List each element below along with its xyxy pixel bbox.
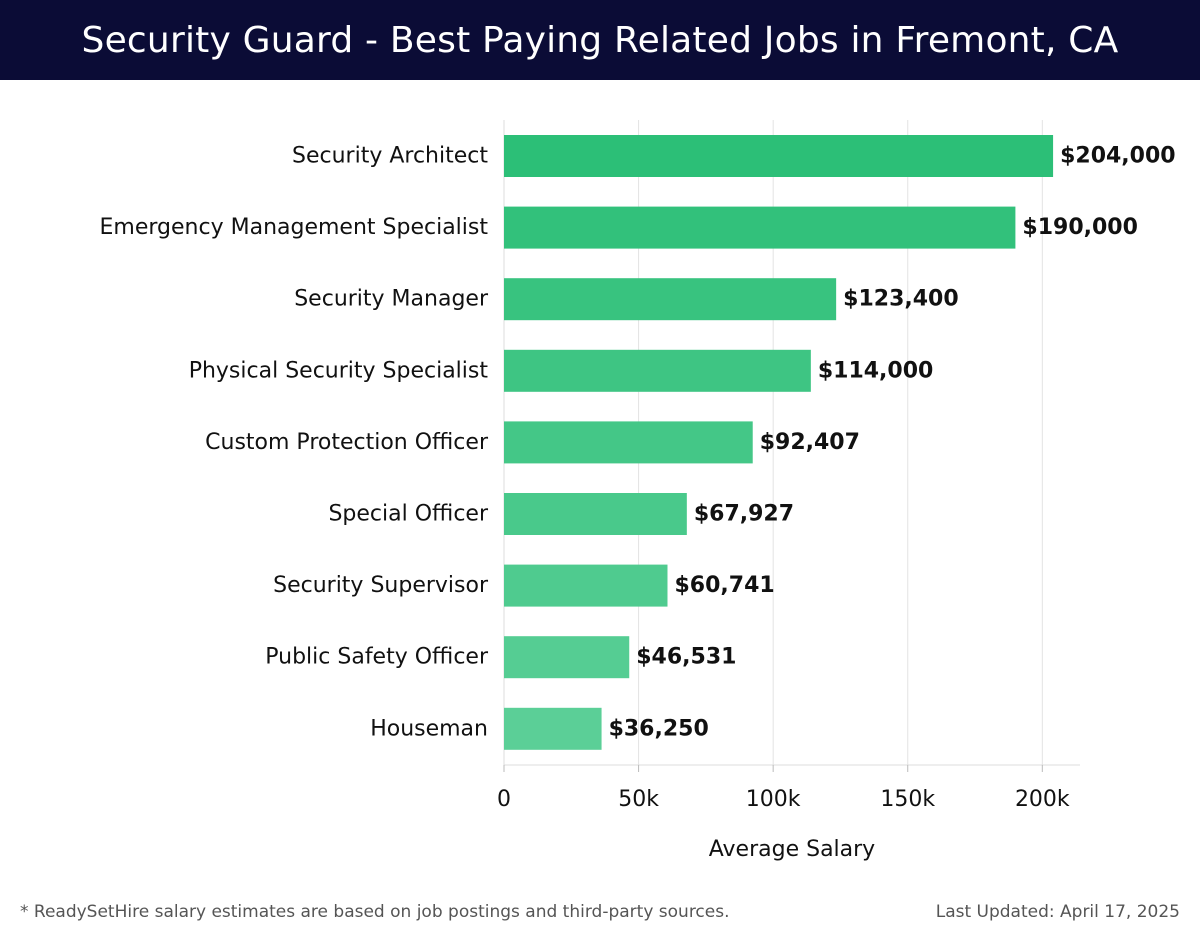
category-label: Custom Protection Officer bbox=[205, 430, 489, 455]
value-label: $92,407 bbox=[760, 430, 860, 455]
footer-note: * ReadySetHire salary estimates are base… bbox=[20, 902, 730, 922]
bar bbox=[504, 636, 630, 679]
category-label: Special Officer bbox=[328, 502, 488, 527]
value-label: $114,000 bbox=[818, 358, 934, 383]
category-label: Physical Security Specialist bbox=[189, 358, 489, 383]
x-axis-title: Average Salary bbox=[709, 837, 875, 862]
x-tick-label: 0 bbox=[497, 787, 511, 812]
chart-header: Security Guard - Best Paying Related Job… bbox=[0, 0, 1200, 80]
bar bbox=[504, 206, 1016, 249]
category-label: Security Manager bbox=[294, 287, 489, 312]
value-label: $36,250 bbox=[609, 716, 709, 741]
bar bbox=[504, 564, 668, 607]
category-label: Public Safety Officer bbox=[265, 645, 489, 670]
value-label: $190,000 bbox=[1022, 215, 1138, 240]
x-tick-label: 200k bbox=[1015, 787, 1070, 812]
value-label: $204,000 bbox=[1060, 144, 1176, 169]
category-label: Houseman bbox=[370, 716, 488, 741]
footer-updated: Last Updated: April 17, 2025 bbox=[935, 902, 1180, 922]
bar bbox=[504, 349, 811, 392]
x-tick-label: 150k bbox=[880, 787, 935, 812]
x-tick-label: 50k bbox=[618, 787, 659, 812]
value-label: $67,927 bbox=[694, 502, 794, 527]
chart-title: Security Guard - Best Paying Related Job… bbox=[81, 19, 1119, 61]
value-label: $123,400 bbox=[843, 287, 959, 312]
bar bbox=[504, 707, 602, 750]
bar bbox=[504, 493, 687, 535]
value-label: $46,531 bbox=[636, 645, 736, 670]
category-label: Emergency Management Specialist bbox=[100, 215, 489, 240]
category-label: Security Architect bbox=[292, 144, 488, 169]
x-tick-label: 100k bbox=[746, 787, 801, 812]
bar bbox=[504, 421, 753, 464]
value-label: $60,741 bbox=[674, 573, 774, 598]
bar bbox=[504, 278, 837, 321]
category-label: Security Supervisor bbox=[273, 573, 489, 598]
bar bbox=[504, 135, 1054, 177]
